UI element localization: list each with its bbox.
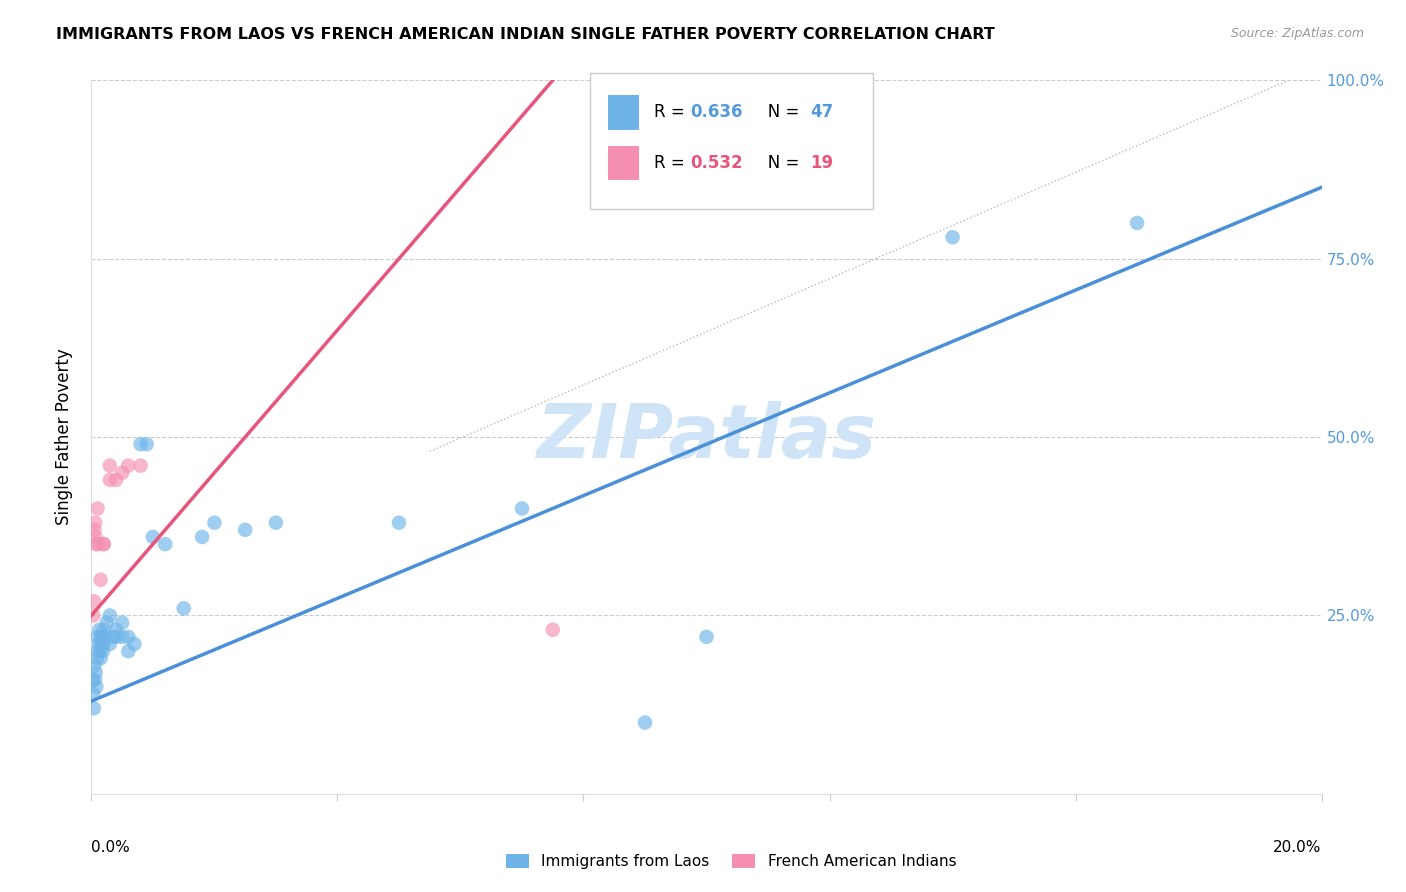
Point <box>86 501 108 516</box>
Point <box>105 473 127 487</box>
Point <box>93 623 115 637</box>
Point <box>93 537 115 551</box>
Point <box>98 458 121 473</box>
Point <box>82 673 104 687</box>
Point <box>129 458 152 473</box>
Point <box>111 466 134 480</box>
Text: 0.0%: 0.0% <box>91 840 131 855</box>
Point <box>1126 216 1149 230</box>
Point <box>83 658 105 673</box>
Point <box>696 630 718 644</box>
Text: 47: 47 <box>810 103 834 121</box>
Point <box>90 630 112 644</box>
Point <box>98 473 121 487</box>
Text: 0.532: 0.532 <box>690 154 744 172</box>
Point <box>90 573 112 587</box>
Point <box>83 701 105 715</box>
Point <box>90 637 112 651</box>
Point <box>89 644 111 658</box>
Point <box>86 537 108 551</box>
Point <box>142 530 165 544</box>
Point <box>84 665 107 680</box>
Point <box>264 516 287 530</box>
Text: Source: ZipAtlas.com: Source: ZipAtlas.com <box>1230 27 1364 40</box>
Point <box>91 630 114 644</box>
Point <box>388 516 411 530</box>
Point <box>89 623 111 637</box>
Legend: Immigrants from Laos, French American Indians: Immigrants from Laos, French American In… <box>501 847 962 875</box>
Point <box>942 230 965 244</box>
Point <box>83 523 105 537</box>
Point <box>124 637 146 651</box>
Text: 0.636: 0.636 <box>690 103 742 121</box>
Point <box>98 608 121 623</box>
Point <box>173 601 195 615</box>
Point <box>541 623 564 637</box>
Point <box>93 637 115 651</box>
Bar <box>607 146 638 180</box>
Text: N =: N = <box>752 103 804 121</box>
Point <box>82 608 104 623</box>
Point <box>634 715 657 730</box>
Y-axis label: Single Father Poverty: Single Father Poverty <box>55 349 73 525</box>
Text: N =: N = <box>752 154 804 172</box>
Point <box>117 644 139 658</box>
Point <box>94 630 117 644</box>
Text: R =: R = <box>654 154 689 172</box>
Point <box>111 615 134 630</box>
Point <box>202 516 225 530</box>
Point <box>233 523 256 537</box>
Point <box>86 644 108 658</box>
Point <box>83 594 105 608</box>
Point <box>105 630 127 644</box>
Point <box>117 458 139 473</box>
Point <box>86 537 108 551</box>
Point <box>84 673 107 687</box>
Point <box>510 501 533 516</box>
Point <box>86 651 108 665</box>
Point <box>93 537 115 551</box>
Point <box>90 651 112 665</box>
Point <box>82 687 104 701</box>
Bar <box>589 73 873 209</box>
Text: 20.0%: 20.0% <box>1274 840 1322 855</box>
Point <box>87 637 110 651</box>
Point <box>98 637 121 651</box>
Text: R =: R = <box>654 103 689 121</box>
Point <box>84 516 107 530</box>
Text: IMMIGRANTS FROM LAOS VS FRENCH AMERICAN INDIAN SINGLE FATHER POVERTY CORRELATION: IMMIGRANTS FROM LAOS VS FRENCH AMERICAN … <box>56 27 995 42</box>
Point <box>191 530 214 544</box>
Point <box>84 530 107 544</box>
Bar <box>607 95 638 129</box>
Point <box>91 644 114 658</box>
Point <box>105 623 127 637</box>
Point <box>696 102 718 116</box>
Point <box>117 630 139 644</box>
Text: 19: 19 <box>810 154 832 172</box>
Point <box>129 437 152 451</box>
Text: ZIPatlas: ZIPatlas <box>537 401 876 474</box>
Point <box>96 615 118 630</box>
Point <box>135 437 157 451</box>
Point <box>153 537 177 551</box>
Point <box>86 630 108 644</box>
Point <box>111 630 134 644</box>
Point <box>86 680 108 694</box>
Point <box>101 630 124 644</box>
